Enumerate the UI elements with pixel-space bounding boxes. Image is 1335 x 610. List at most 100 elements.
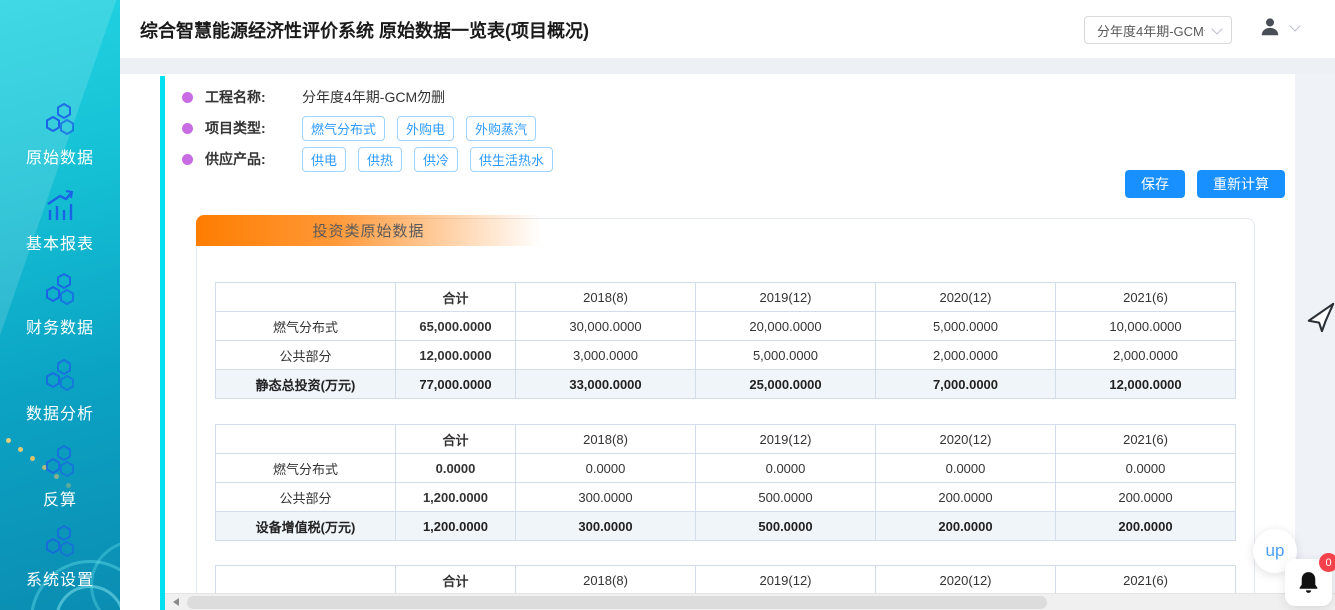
cell-total: 77,000.0000 (395, 369, 516, 399)
section-title: 投资类原始数据 (312, 223, 425, 240)
cell-value: 200.0000 (875, 482, 1056, 512)
sidebar: 原始数据 基本报表 财务数据 (0, 0, 120, 610)
cell-total: 12,000.0000 (395, 340, 516, 370)
chevron-down-icon (1289, 19, 1301, 32)
column-header: 2018(8) (515, 282, 696, 312)
hexagons-icon (46, 444, 74, 478)
cell-value: 3,000.0000 (515, 340, 696, 370)
cell-value: 2,000.0000 (875, 340, 1056, 370)
column-header: 2019(12) (695, 565, 876, 595)
column-header: 合计 (395, 282, 516, 312)
cell-value: 500.0000 (695, 482, 876, 512)
third-data-table: 合计 2018(8) 2019(12) 2020(12) 2021(6) (215, 565, 1236, 595)
cell-value: 200.0000 (1055, 482, 1236, 512)
hexagons-icon (46, 358, 74, 392)
cell-value: 2,000.0000 (1055, 340, 1236, 370)
project-name-row: 工程名称: 分年度4年期-GCM勿删 (182, 84, 445, 110)
sidebar-item-basic-reports[interactable]: 基本报表 (0, 188, 120, 254)
project-type-row: 项目类型: 燃气分布式 外购电 外购蒸汽 (182, 115, 537, 141)
column-header: 2019(12) (695, 424, 876, 454)
column-header (215, 565, 396, 595)
cell-total: 1,200.0000 (395, 511, 516, 541)
supply-product-tags: 供电 供热 供冷 供生活热水 (302, 146, 554, 172)
project-type-label: 项目类型: (205, 120, 266, 136)
sidebar-item-label: 系统设置 (25, 572, 94, 589)
table-header-row: 合计 2018(8) 2019(12) 2020(12) 2021(6) (215, 424, 1236, 454)
column-header: 2018(8) (515, 424, 696, 454)
hexagons-icon (46, 524, 74, 558)
user-menu[interactable] (1259, 16, 1301, 38)
notification-badge: 0 (1319, 553, 1335, 572)
action-buttons: 保存 重新计算 (1125, 170, 1285, 198)
sidebar-item-data-analysis[interactable]: 数据分析 (0, 358, 120, 424)
cell-value: 500.0000 (695, 511, 876, 541)
column-header: 2020(12) (875, 565, 1056, 595)
horizontal-scrollbar[interactable] (165, 593, 1335, 610)
table-header-row: 合计 2018(8) 2019(12) 2020(12) 2021(6) (215, 565, 1236, 595)
table-row: 公共部分 1,200.0000 300.0000 500.0000 200.00… (215, 482, 1236, 512)
recalculate-button[interactable]: 重新计算 (1197, 170, 1285, 198)
column-header: 合计 (395, 565, 516, 595)
main-content: 工程名称: 分年度4年期-GCM勿删 项目类型: 燃气分布式 外购电 外购蒸汽 … (120, 74, 1335, 610)
type-tag: 外购蒸汽 (466, 115, 537, 141)
type-tag: 燃气分布式 (302, 115, 386, 141)
hexagons-icon (46, 272, 74, 306)
cell-value: 10,000.0000 (1055, 311, 1236, 341)
sidebar-item-label: 反算 (42, 492, 77, 509)
scrollbar-left-arrow-icon[interactable] (173, 598, 179, 606)
cell-value: 7,000.0000 (875, 369, 1056, 399)
supply-product-label: 供应产品: (205, 151, 266, 167)
column-header: 2021(6) (1055, 282, 1236, 312)
header: 综合智慧能源经济性评价系统 原始数据一览表(项目概况) 分年度4年期-GCM勿 (120, 0, 1335, 58)
row-label: 静态总投资(万元) (215, 369, 396, 399)
sidebar-item-label: 财务数据 (25, 320, 94, 337)
cell-total: 0.0000 (395, 453, 516, 483)
sidebar-item-system-settings[interactable]: 系统设置 (0, 524, 120, 590)
column-header: 2020(12) (875, 424, 1056, 454)
accent-bar (160, 76, 165, 610)
user-icon (1261, 18, 1279, 36)
row-label: 燃气分布式 (215, 453, 396, 483)
sidebar-item-raw-data[interactable]: 原始数据 (0, 102, 120, 168)
chevron-down-icon (1211, 23, 1223, 35)
column-header: 2021(6) (1055, 424, 1236, 454)
cell-value: 300.0000 (515, 482, 696, 512)
sidebar-item-back-calc[interactable]: 反算 (0, 444, 120, 510)
product-tag: 供电 (302, 146, 347, 172)
column-header: 2021(6) (1055, 565, 1236, 595)
column-header: 2020(12) (875, 282, 1056, 312)
row-label: 燃气分布式 (215, 311, 396, 341)
table-summary-row: 静态总投资(万元) 77,000.0000 33,000.0000 25,000… (215, 369, 1236, 399)
back-to-top-label: up (1265, 541, 1285, 560)
column-header (215, 424, 396, 454)
column-header (215, 282, 396, 312)
bullet-icon (182, 153, 193, 165)
section-banner: 投资类原始数据 (196, 215, 541, 246)
row-label: 公共部分 (215, 482, 396, 512)
send-icon[interactable] (1305, 300, 1335, 334)
project-select-dropdown[interactable]: 分年度4年期-GCM勿 (1084, 16, 1232, 44)
save-button[interactable]: 保存 (1125, 170, 1185, 198)
sidebar-item-financial-data[interactable]: 财务数据 (0, 272, 120, 338)
column-header: 2019(12) (695, 282, 876, 312)
cell-value: 12,000.0000 (1055, 369, 1236, 399)
page-title: 综合智慧能源经济性评价系统 原始数据一览表(项目概况) (140, 21, 589, 41)
cell-value: 5,000.0000 (875, 311, 1056, 341)
bullet-icon (182, 91, 193, 103)
investment-data-card (196, 218, 1255, 610)
table-header-row: 合计 2018(8) 2019(12) 2020(12) 2021(6) (215, 282, 1236, 312)
cell-total: 65,000.0000 (395, 311, 516, 341)
sidebar-item-label: 数据分析 (25, 406, 94, 423)
notification-button[interactable]: 0 (1285, 553, 1335, 606)
cell-value: 0.0000 (695, 453, 876, 483)
cell-value: 0.0000 (1055, 453, 1236, 483)
scrollbar-thumb[interactable] (187, 596, 1047, 609)
cell-value: 300.0000 (515, 511, 696, 541)
static-investment-table: 合计 2018(8) 2019(12) 2020(12) 2021(6) 燃气分… (215, 282, 1236, 399)
project-name-label: 工程名称: (205, 89, 266, 105)
bullet-icon (182, 122, 193, 134)
supply-product-row: 供应产品: 供电 供热 供冷 供生活热水 (182, 146, 554, 172)
decorative-dots (6, 438, 11, 443)
project-select-value: 分年度4年期-GCM勿 (1097, 23, 1205, 39)
